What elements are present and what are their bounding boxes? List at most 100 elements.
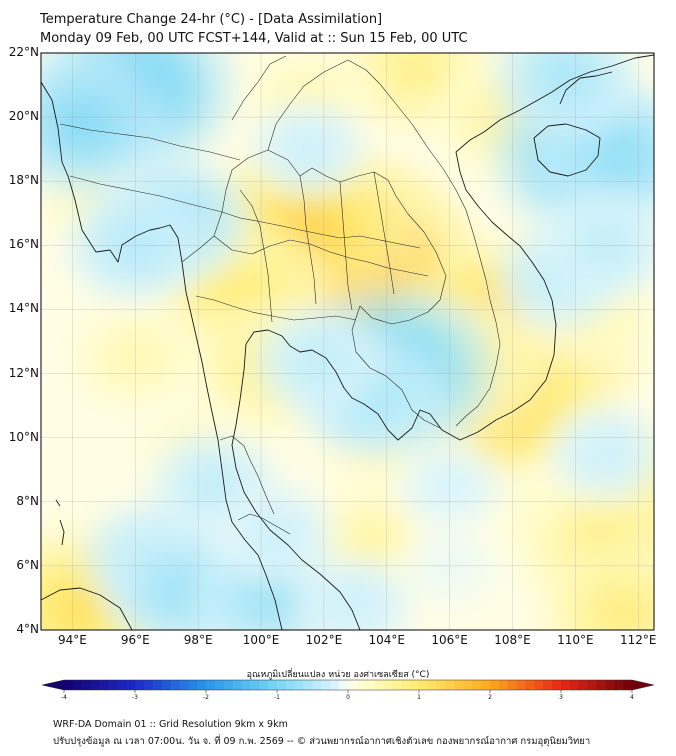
colorbar-segment — [285, 680, 296, 690]
colorbar-segment — [481, 680, 491, 690]
internal-borders-j — [231, 55, 287, 121]
anomaly-blob — [196, 471, 231, 500]
colorbar-segment — [312, 680, 322, 690]
anomaly-blob — [600, 595, 645, 630]
colorbar-segment — [454, 680, 464, 690]
colorbar-segment — [525, 680, 535, 690]
internal-borders-a — [213, 235, 429, 277]
coastline-andaman-islands — [55, 499, 65, 546]
anomaly-blob — [260, 520, 293, 548]
colorbar-segment — [206, 680, 216, 690]
colorbar-segment — [214, 680, 225, 690]
colorbar-segment — [463, 680, 473, 690]
temperature-change-map — [40, 52, 655, 631]
internal-borders-i — [69, 175, 223, 213]
colorbar-segment — [241, 680, 251, 690]
colorbar-segment — [90, 680, 101, 690]
colorbar-segment — [135, 680, 145, 690]
colorbar-segment — [427, 680, 438, 690]
anomaly-blob — [351, 527, 391, 560]
coastline-vietnam — [455, 54, 654, 433]
lat-label: 18°N — [8, 173, 39, 188]
colorbar-segment — [330, 680, 340, 690]
colorbar-tick-label: 4 — [630, 694, 634, 701]
colorbar-tick-label: -2 — [203, 694, 209, 701]
colorbar-segment — [303, 680, 314, 690]
lon-label: 102°E — [305, 633, 343, 647]
colorbar-segment — [99, 680, 109, 690]
anomaly-blob — [53, 586, 105, 629]
colorbar-segment — [383, 680, 393, 690]
coastline-peninsula-east — [231, 343, 361, 630]
colorbar-outline — [41, 679, 655, 691]
border-laos-vietnam — [267, 59, 501, 427]
internal-borders-g — [373, 171, 395, 295]
internal-borders-b — [221, 211, 421, 249]
internal-borders-k — [219, 435, 275, 515]
colorbar-tick-label: 3 — [559, 694, 563, 701]
internal-borders-e — [299, 175, 317, 305]
colorbar-segment — [419, 680, 429, 690]
map-title: Temperature Change 24-hr (°C) - [Data As… — [40, 12, 383, 27]
lon-label: 106°E — [431, 633, 468, 647]
colorbar-segment — [578, 680, 589, 690]
colorbar-segment — [410, 680, 420, 690]
colorbar-segment — [605, 680, 615, 690]
border-malaysia — [237, 513, 291, 535]
coastline-hainan — [533, 123, 601, 177]
colorbar-segment — [445, 680, 456, 690]
lon-label: 110°E — [557, 633, 594, 647]
lat-label: 16°N — [8, 237, 39, 252]
lon-label: 96°E — [120, 633, 150, 647]
colorbar-tick-label: 0 — [346, 694, 350, 701]
colorbar-segment — [623, 680, 633, 690]
coastlines — [41, 54, 654, 630]
colorbar-segment — [232, 680, 243, 690]
colorbar-segment — [490, 680, 500, 690]
colorbar-segment — [614, 680, 624, 690]
lat-label: 22°N — [8, 45, 39, 59]
anomaly-blob — [546, 59, 586, 92]
lon-label: 112°E — [620, 633, 657, 647]
internal-borders-h — [59, 123, 241, 161]
colorbar-min-extend — [42, 680, 64, 690]
colorbar-segment — [277, 680, 287, 690]
colorbar-segment — [143, 680, 154, 690]
colorbar-segment — [321, 680, 331, 690]
lat-label: 14°N — [8, 301, 39, 316]
map-subtitle: Monday 09 Feb, 00 UTC FCST+144, Valid at… — [40, 31, 468, 46]
anomaly-blob — [300, 346, 335, 375]
colorbar-segment — [374, 680, 385, 690]
colorbar-segment — [587, 680, 598, 690]
colorbar-tick-label: 1 — [417, 694, 421, 701]
colorbar-segment — [339, 680, 349, 690]
borders — [59, 55, 501, 535]
colorbar-segment — [356, 680, 367, 690]
colorbar-segment — [348, 680, 358, 690]
colorbar-segment — [507, 680, 518, 690]
colorbar-segment — [365, 680, 376, 690]
colorbar-segment — [81, 680, 92, 690]
colorbar-segment — [188, 680, 198, 690]
colorbar-segment — [552, 680, 562, 690]
temperature-field — [41, 53, 654, 630]
colorbar-segment — [498, 680, 509, 690]
colorbar-segment — [152, 680, 163, 690]
colorbar-segment — [569, 680, 580, 690]
lon-label: 98°E — [183, 633, 213, 647]
lat-label: 8°N — [16, 493, 39, 508]
colorbar-segment — [436, 680, 447, 690]
colorbar-segment — [543, 680, 553, 690]
colorbar-segment — [72, 680, 83, 690]
anomaly-blob — [393, 53, 437, 87]
colorbar-segment — [117, 680, 127, 690]
border-cambodia — [351, 305, 441, 429]
colorbar-title: อุณหภูมิเปลี่ยนแปลง หน่วย องศาเซลเซียส (… — [246, 670, 430, 680]
internal-borders-f — [339, 181, 353, 311]
lon-label: 94°E — [57, 633, 87, 647]
coastline-sumatra — [41, 587, 133, 630]
colorbar-segment — [223, 680, 234, 690]
colorbar-segment — [170, 680, 180, 690]
colorbar-segment — [161, 680, 172, 690]
colorbar-segment — [268, 680, 278, 690]
